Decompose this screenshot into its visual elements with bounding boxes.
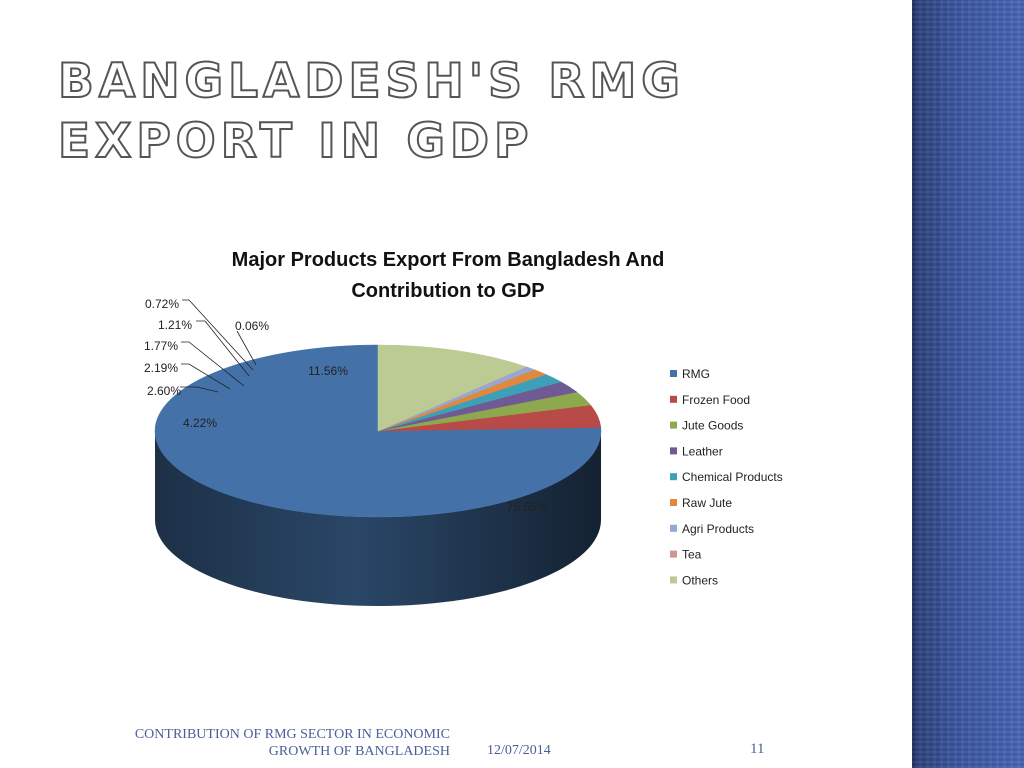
chart-title-line-2: Contribution to GDP — [351, 280, 544, 302]
data-label-agri-products: 0.72% — [145, 297, 179, 311]
legend-label-tea: Tea — [682, 548, 702, 562]
page-number: 11 — [750, 741, 765, 757]
legend-swatch-others — [670, 576, 677, 584]
chart-title-line-1: Major Products Export From Bangladesh An… — [232, 249, 665, 271]
legend-swatch-chemical-products — [670, 473, 677, 481]
legend-swatch-rmg — [670, 370, 677, 377]
data-label-leather: 2.19% — [144, 361, 178, 375]
legend-swatch-frozen-food — [670, 395, 677, 403]
side-panel-decoration — [912, 0, 1024, 768]
legend-label-raw-jute: Raw Jute — [682, 496, 732, 510]
pie-side-rmg — [155, 431, 601, 606]
leader-line-jute-goods — [180, 386, 219, 393]
legend-swatch-jute-goods — [670, 421, 677, 429]
legend-swatch-agri-products — [670, 524, 677, 532]
legend-swatch-leather — [670, 447, 677, 455]
legend-label-frozen-food: Frozen Food — [682, 393, 750, 407]
legend-swatch-raw-jute — [670, 499, 677, 506]
pie-slice-others — [377, 344, 527, 432]
data-label-others: 11.56% — [308, 364, 348, 378]
legend-label-others: Others — [682, 573, 718, 587]
slide-title: Bangladesh's RMG export in GDP — [57, 53, 685, 170]
footer-text: Contribution of RMG sector in economic g… — [134, 727, 450, 759]
data-label-jute-goods: 2.60% — [147, 384, 181, 398]
legend-label-rmg: RMG — [682, 367, 710, 381]
pie-slice-rmg — [154, 344, 602, 518]
pie-sides — [155, 431, 601, 606]
legend-label-leather: Leather — [682, 444, 723, 458]
leader-line-raw-jute — [196, 320, 250, 377]
leader-line-tea — [236, 330, 257, 366]
data-label-frozen-food: 4.22% — [183, 416, 217, 430]
data-label-raw-jute: 1.21% — [158, 318, 192, 332]
legend-label-jute-goods: Jute Goods — [682, 419, 743, 433]
legend-swatch-tea — [670, 550, 677, 558]
data-label-tea: 0.06% — [235, 319, 269, 333]
data-label-chemical-products: 1.77% — [144, 339, 178, 353]
footer-date: 12/07/2014 — [487, 743, 551, 758]
leader-line-chemical-products — [181, 341, 245, 387]
legend-label-agri-products: Agri Products — [682, 522, 754, 536]
pie-chart: Major Products Export From Bangladesh An… — [144, 249, 783, 606]
pie-leader-lines — [180, 299, 257, 393]
chart-legend: RMG Frozen Food Jute Goods Leather Chemical … — [670, 367, 783, 587]
legend-label-chemical-products: Chemical Products — [682, 470, 783, 484]
data-label-rmg: 75.65% — [507, 500, 548, 514]
pie-top — [154, 344, 602, 518]
leader-line-agri-products — [182, 299, 254, 371]
pie-data-labels: 75.65% 4.22% 2.60% 2.19% 1.77% 1.21% 0.72% 0.06… — [144, 297, 548, 514]
leader-line-leather — [181, 363, 231, 390]
